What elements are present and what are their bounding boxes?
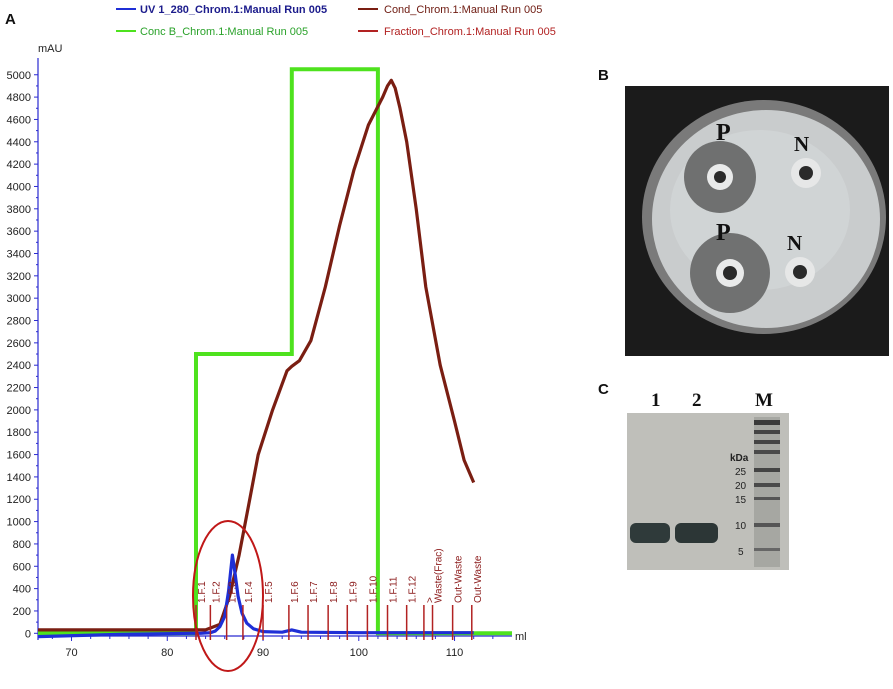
fraction-label: 1.F.2: [211, 581, 222, 603]
gel-lane-label-2: 2: [692, 390, 702, 411]
gel-band-lane-1: [630, 523, 670, 543]
y-tick-label: 3400: [7, 248, 31, 260]
y-tick-label: 2000: [7, 405, 31, 417]
y-tick-label: 200: [13, 606, 31, 618]
dish-label-3: P: [716, 220, 731, 246]
y-tick-label: 2600: [7, 338, 31, 350]
gel-marker-lane: [754, 417, 780, 567]
x-axis-label: ml: [515, 631, 527, 643]
fraction-label: >: [425, 597, 436, 603]
y-tick-label: 0: [25, 628, 31, 640]
dish-label-2: N: [794, 132, 809, 156]
legend-label-fraction: Fraction_Chrom.1:Manual Run 005: [384, 26, 556, 38]
fraction-label: 1.F.10: [368, 575, 379, 603]
y-tick-label: 600: [13, 561, 31, 573]
fraction-label: 1.F.6: [290, 581, 301, 603]
well-3-center: [799, 166, 813, 180]
x-ticks: 70 80 90 100 110: [51, 636, 494, 659]
y-tick-label: 2400: [7, 360, 31, 372]
gel-marker-band-top1: [754, 420, 780, 425]
gel-marker-band-10: [754, 523, 780, 527]
legend-label-uv: UV 1_280_Chrom.1:Manual Run 005: [140, 4, 327, 16]
fraction-label: 1.F.4: [244, 581, 255, 603]
fraction-label: Waste(Frac): [434, 548, 445, 603]
gel-marker-label-15: 15: [735, 495, 747, 506]
dish-label-1: P: [716, 120, 731, 146]
y-tick-label: 800: [13, 539, 31, 551]
x-tick-label: 70: [65, 647, 77, 659]
gel-band-lane-2: [675, 523, 718, 543]
y-tick-label: 2800: [7, 316, 31, 328]
y-tick-label: 1400: [7, 472, 31, 484]
x-tick-label: 80: [161, 647, 173, 659]
y-tick-label: 4000: [7, 181, 31, 193]
series-line-uv: [37, 553, 474, 639]
panel-letter-b: B: [598, 67, 609, 84]
fraction-label: 1.F.1: [197, 581, 208, 603]
y-tick-label: 1800: [7, 427, 31, 439]
chart-axes: mAU ml: [37, 43, 527, 643]
y-tick-label: 1000: [7, 517, 31, 529]
fraction-label: 1.F.12: [408, 575, 419, 603]
fraction-label: 1.F.7: [309, 581, 320, 603]
y-tick-label: 5000: [7, 70, 31, 82]
photo-c-gel: 1 2 M kDa 25 20 15 10 5: [627, 390, 789, 570]
legend-label-concb: Conc B_Chrom.1:Manual Run 005: [140, 26, 308, 38]
y-tick-label: 1200: [7, 494, 31, 506]
y-tick-label: 3200: [7, 271, 31, 283]
series-line-conc-b: [38, 67, 512, 636]
gel-marker-band-top3: [754, 440, 780, 444]
y-tick-label: 3000: [7, 293, 31, 305]
fraction-label: 1.F.3: [228, 581, 239, 603]
legend-label-cond: Cond_Chrom.1:Manual Run 005: [384, 4, 542, 16]
gel-marker-label-5: 5: [738, 547, 744, 558]
well-4-center: [793, 265, 807, 279]
y-tick-label: 1600: [7, 450, 31, 462]
y-tick-label: 4600: [7, 114, 31, 126]
peak-highlight-ellipse: [192, 520, 264, 672]
fraction-label: 1.F.9: [348, 581, 359, 603]
panel-letter-a: A: [5, 11, 16, 28]
y-tick-label: 3600: [7, 226, 31, 238]
fraction-label: Out-Waste: [454, 555, 465, 603]
x-tick-label: 100: [350, 647, 368, 659]
well-1-center: [714, 171, 726, 183]
gel-marker-band-top2: [754, 430, 780, 434]
gel-marker-band-20: [754, 483, 780, 487]
dish-label-4: N: [787, 231, 802, 255]
gel-marker-label-25: 25: [735, 467, 747, 478]
gel-marker-label-10: 10: [735, 521, 747, 532]
y-tick-label: 4800: [7, 92, 31, 104]
y-tick-label: 4200: [7, 159, 31, 171]
y-tick-label: 2200: [7, 383, 31, 395]
fraction-markers: 1.F.1 1.F.2 1.F.3 1.F.4 1.F.5 1.F.6 1.F.7 1.F.8…: [195, 548, 484, 640]
panel-letter-c: C: [598, 381, 609, 398]
gel-kda-label: kDa: [730, 453, 749, 464]
chart-legend: UV 1_280_Chrom.1:Manual Run 005 Cond_Chr…: [116, 4, 556, 38]
fraction-label: 1.F.5: [264, 581, 275, 603]
gel-marker-label-20: 20: [735, 481, 747, 492]
y-tick-label: 400: [13, 584, 31, 596]
x-tick-label: 90: [257, 647, 269, 659]
x-tick-label: 110: [446, 647, 464, 659]
fraction-label: 1.F.11: [389, 576, 400, 603]
gel-marker-band-top4: [754, 450, 780, 454]
photo-b-petri-dish: P N P N: [625, 86, 889, 356]
well-2-center: [723, 266, 737, 280]
y-axis-label: mAU: [38, 43, 63, 55]
y-tick-label: 4400: [7, 137, 31, 149]
gel-lane-label-m: M: [755, 390, 773, 411]
fraction-label: 1.F.8: [329, 581, 340, 603]
gel-lane-label-1: 1: [651, 390, 661, 411]
gel-marker-band-25: [754, 468, 780, 472]
fraction-label: Out-Waste: [473, 555, 484, 603]
y-tick-label: 3800: [7, 204, 31, 216]
gel-marker-band-5: [754, 548, 780, 551]
gel-marker-band-15: [754, 497, 780, 500]
y-ticks: 0 200 400 600 800 1000 1200 1400 1600 1800 2000 220…: [7, 70, 38, 640]
